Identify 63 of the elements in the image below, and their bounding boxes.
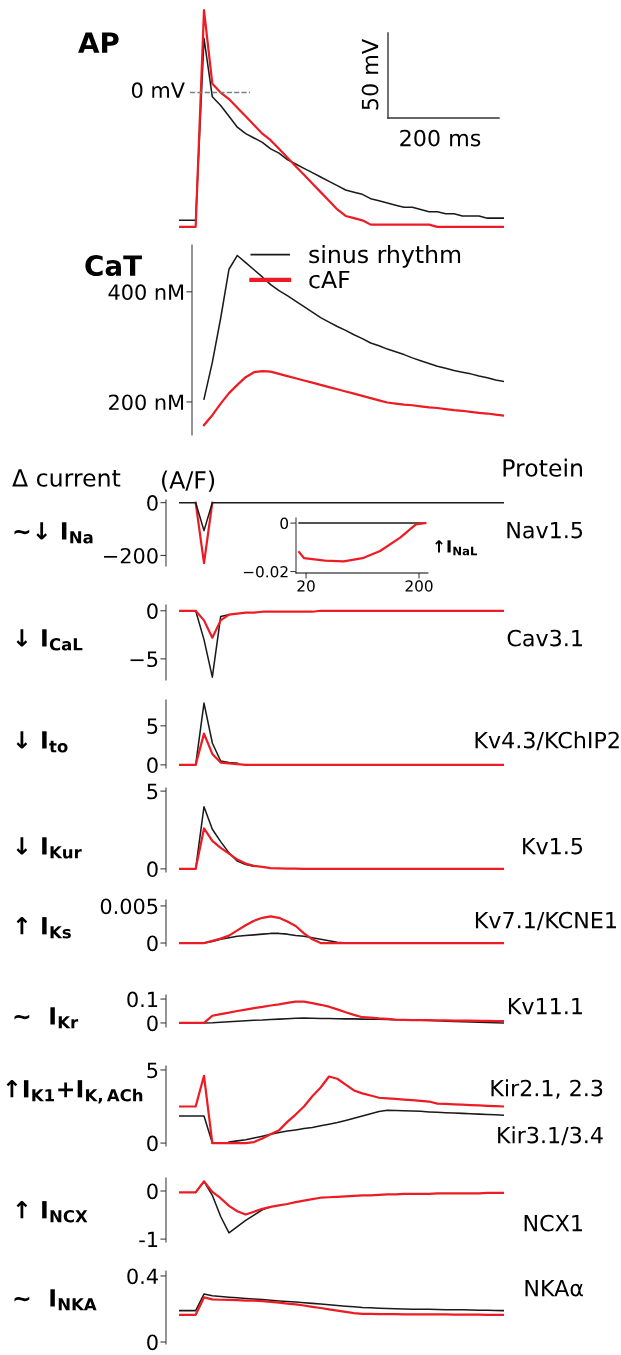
- y-axis-title: ↑I$_{NaL}$: [435, 540, 478, 556]
- line-series: [179, 609, 504, 639]
- y-tick-label: 0: [280, 517, 289, 530]
- y-axis-title: ↑ I$_{Ks}$: [16, 917, 71, 939]
- annotation: 200 ms: [400, 129, 481, 147]
- legend-label: cAF: [309, 270, 350, 289]
- y-tick-label: 0.4: [127, 1268, 158, 1285]
- y-tick-label: -1: [139, 1231, 158, 1248]
- line-series: [179, 1180, 504, 1216]
- y-tick-label: 0.005: [100, 898, 158, 915]
- ref-line-label: 0 mV: [131, 82, 185, 99]
- annotation: Kv4.3/KChIP2: [475, 731, 619, 751]
- annotation: Kir2.1, 2.3: [491, 1079, 603, 1099]
- line-series: [179, 827, 504, 870]
- line-series: [179, 1000, 504, 1025]
- y-axis-title: ↑I$_{K1}$+I$_{K,ACh}$: [6, 1080, 143, 1104]
- annotation: Kir3.1/3.4: [498, 1126, 603, 1146]
- y-tick-label: 0: [147, 1334, 158, 1351]
- annotation: Cav3.1: [507, 629, 582, 647]
- line-series: [202, 370, 504, 427]
- annotation: Kv7.1/KCNE1: [475, 911, 616, 931]
- y-tick-label: 0: [147, 935, 158, 952]
- y-axis-title: ~↓ I$_{Na}$: [14, 522, 93, 544]
- y-tick-label: 0.1: [127, 991, 158, 1008]
- line-series: [194, 610, 230, 678]
- y-tick-label: 0: [147, 861, 158, 878]
- text: Δ current: [12, 469, 121, 487]
- y-tick-label: 0: [147, 1183, 158, 1200]
- y-axis-title: ~ I$_{Kr}$: [14, 1007, 79, 1029]
- text: NCX1: [524, 1214, 582, 1232]
- y-tick-label: 0: [147, 757, 158, 774]
- text: (A/F): [162, 470, 215, 492]
- text: Protein: [503, 458, 582, 477]
- annotation: 50 mV: [361, 39, 379, 110]
- line-series: [194, 805, 255, 870]
- text: Kv11.1: [508, 997, 582, 1015]
- y-tick-label: 0: [147, 1135, 158, 1152]
- y-tick-label: 400 nM: [108, 284, 184, 301]
- y-axis-title: ↓ I$_{CaL}$: [16, 629, 83, 651]
- chart-title: CaT: [85, 255, 142, 277]
- y-tick-label: 5: [147, 718, 158, 734]
- y-tick-label: 0: [147, 1015, 158, 1032]
- y-axis-title: ↓ I$_{Kur}$: [16, 837, 82, 859]
- annotation: Nav1.5: [507, 521, 583, 539]
- text: Kv1.5: [523, 837, 583, 855]
- y-axis-title: ↓ I$_{to}$: [16, 731, 68, 753]
- y-tick-label: −200: [104, 547, 158, 564]
- y-tick-label: 200 nM: [109, 394, 184, 411]
- y-tick-label: 0: [147, 495, 158, 511]
- y-axis-title: ↑ I$_{NCX}$: [16, 1201, 88, 1223]
- line-series: [298, 521, 427, 563]
- y-tick-label: 5: [147, 1062, 158, 1079]
- legend-label: sinus rhythm: [309, 244, 461, 268]
- x-tick-label: 200: [405, 580, 433, 592]
- y-tick-label: 0: [147, 603, 158, 619]
- y-axis-title: ~ I$_{NKA}$: [14, 1289, 97, 1311]
- line-series: [194, 702, 239, 766]
- text: NKAα: [525, 1279, 583, 1297]
- x-tick-label: 20: [297, 580, 315, 592]
- y-tick-label: −0.02: [243, 566, 288, 578]
- text: AP: [78, 32, 119, 53]
- y-tick-label: −5: [130, 651, 158, 668]
- y-tick-label: 5: [147, 783, 158, 800]
